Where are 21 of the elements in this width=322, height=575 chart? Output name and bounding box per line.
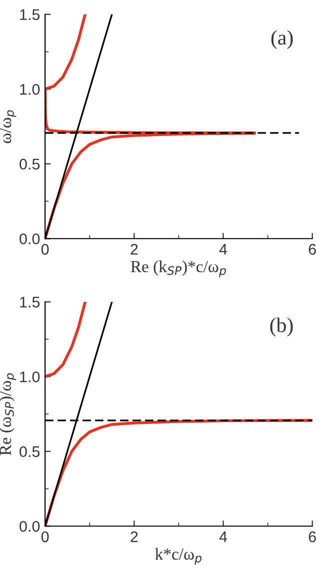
y-tick-label: 1.0 <box>20 84 40 95</box>
x-tick-label: 2 <box>130 244 138 255</box>
x-tick-label: 4 <box>219 244 228 255</box>
y-tick-label: 1.5 <box>20 9 40 20</box>
annotation: (b) <box>270 318 293 336</box>
y-tick-label: 1.0 <box>20 371 40 382</box>
x-axis-title: Re (k$_{SP}$)*c/ω$_{p}$ <box>130 260 226 278</box>
x-tick-label: 0 <box>41 244 49 255</box>
y-tick-label: 1.5 <box>20 296 40 308</box>
x-tick-label: 2 <box>130 531 138 542</box>
y-tick-label: 0.5 <box>20 158 40 170</box>
x-tick-label: 6 <box>308 244 316 255</box>
y-tick-label: 0.0 <box>20 520 40 532</box>
y-axis-title: ω/ω$_{p}$ <box>0 110 16 144</box>
x-tick-label: 6 <box>308 531 316 542</box>
x-tick-label: 0 <box>41 531 49 542</box>
y-tick-label: 0.5 <box>20 446 40 458</box>
x-axis-title: k*c/ω$_{p}$ <box>155 548 202 565</box>
annotation: (a) <box>271 30 293 49</box>
y-tick-label: 0.0 <box>20 233 40 244</box>
x-tick-label: 4 <box>219 532 228 542</box>
